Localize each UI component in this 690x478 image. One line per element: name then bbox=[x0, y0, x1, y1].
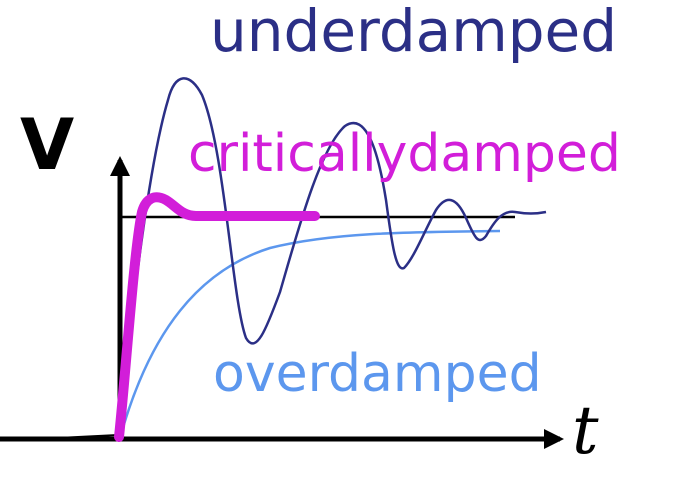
x-axis-label: t bbox=[572, 392, 599, 469]
y-axis-label: V bbox=[20, 104, 75, 186]
underdamped-curve bbox=[118, 77, 547, 439]
underdamped-label: underdamped bbox=[210, 0, 618, 65]
critically-damped-label: criticallydamped bbox=[188, 124, 621, 184]
pre-step-line bbox=[57, 434, 119, 439]
overdamped-label: overdamped bbox=[213, 344, 542, 404]
critically-damped-curve bbox=[114, 192, 320, 442]
overdamped-curve bbox=[118, 229, 501, 439]
